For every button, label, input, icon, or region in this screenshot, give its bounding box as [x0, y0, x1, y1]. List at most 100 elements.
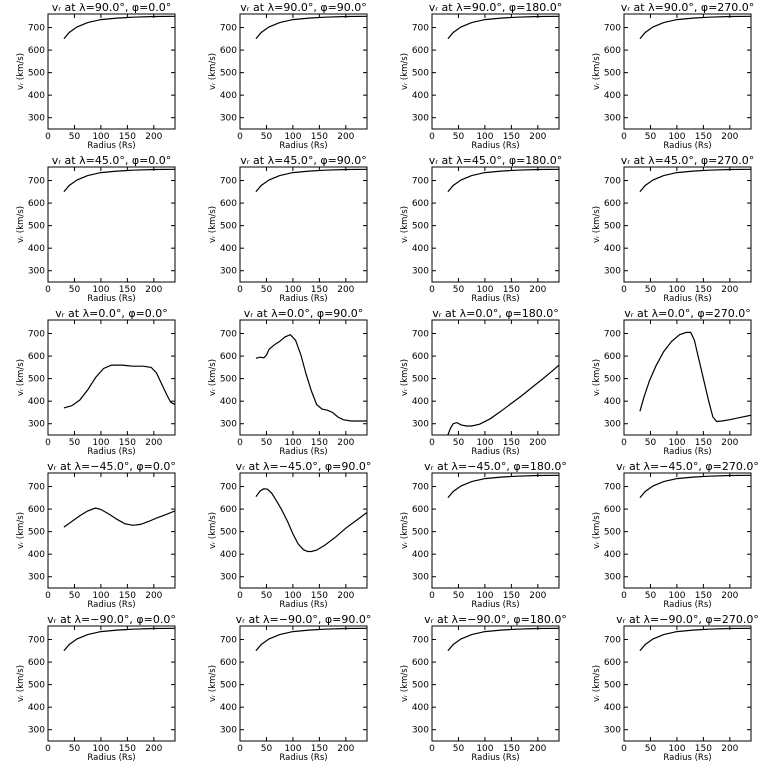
panel-7: vᵣ at λ=45.0°, φ=180.0° 0 50 100 150 200 300 40… — [400, 154, 562, 304]
y-tick-label: 700 — [412, 177, 429, 187]
y-tick-label: 400 — [412, 550, 429, 560]
y-axis-label: vᵣ (km/s) — [208, 53, 218, 90]
x-tick-label: 200 — [337, 744, 354, 754]
panel-9: vᵣ at λ=0.0°, φ=0.0° 0 50 100 150 200 300 400 50… — [16, 307, 176, 457]
y-axis-label: vᵣ (km/s) — [592, 665, 602, 702]
x-tick-label: 100 — [284, 285, 301, 295]
panel-title: vᵣ at λ=45.0°, φ=180.0° — [429, 154, 563, 167]
x-tick-label: 0 — [237, 591, 243, 601]
x-tick-label: 150 — [119, 132, 136, 142]
y-tick-label: 300 — [220, 114, 237, 124]
x-tick-label: 200 — [145, 285, 162, 295]
x-tick-label: 100 — [476, 132, 493, 142]
x-tick-label: 100 — [668, 132, 685, 142]
panel-10: vᵣ at λ=0.0°, φ=90.0° 0 50 100 150 200 300 400 5… — [208, 307, 368, 457]
x-tick-label: 150 — [503, 438, 520, 448]
x-tick-label: 200 — [337, 438, 354, 448]
panel-title: vᵣ at λ=0.0°, φ=180.0° — [432, 307, 559, 320]
y-tick-label: 600 — [604, 658, 621, 668]
plot-frame — [47, 319, 176, 436]
x-tick-label: 200 — [721, 744, 738, 754]
x-tick-label: 200 — [337, 591, 354, 601]
x-axis-label: Radius (Rs) — [471, 600, 519, 610]
y-tick-label: 300 — [412, 726, 429, 736]
x-tick-label: 50 — [261, 744, 273, 754]
y-tick-label: 500 — [412, 528, 429, 538]
x-tick-label: 100 — [284, 132, 301, 142]
y-tick-label: 400 — [604, 703, 621, 713]
panel-5: vᵣ at λ=45.0°, φ=0.0° 0 50 100 150 200 300 400 5… — [16, 154, 176, 304]
plot-frame — [431, 472, 560, 589]
x-tick-label: 0 — [429, 438, 435, 448]
y-tick-label: 400 — [220, 244, 237, 254]
x-axis-label: Radius (Rs) — [471, 141, 519, 151]
panel-title: vᵣ at λ=90.0°, φ=0.0° — [52, 1, 172, 14]
x-tick-label: 50 — [261, 591, 273, 601]
y-tick-label: 500 — [412, 222, 429, 232]
x-tick-label: 50 — [645, 438, 657, 448]
y-tick-label: 400 — [412, 397, 429, 407]
x-tick-label: 50 — [69, 132, 81, 142]
y-tick-label: 600 — [604, 352, 621, 362]
y-tick-label: 600 — [28, 199, 45, 209]
x-tick-label: 150 — [311, 744, 328, 754]
x-tick-label: 50 — [69, 591, 81, 601]
panel-15: vᵣ at λ=−45.0°, φ=180.0° 0 50 100 150 200 300 4… — [400, 460, 567, 610]
y-axis-label: vᵣ (km/s) — [16, 359, 26, 396]
panel-title: vᵣ at λ=90.0°, φ=180.0° — [429, 1, 563, 14]
x-tick-label: 100 — [92, 132, 109, 142]
x-axis-label: Radius (Rs) — [471, 753, 519, 763]
x-tick-label: 0 — [621, 132, 627, 142]
x-tick-label: 100 — [668, 744, 685, 754]
y-tick-label: 700 — [412, 24, 429, 34]
x-tick-label: 0 — [237, 744, 243, 754]
y-tick-label: 500 — [28, 222, 45, 232]
velocity-curve — [63, 507, 175, 528]
panel-title: vᵣ at λ=0.0°, φ=0.0° — [55, 307, 168, 320]
x-tick-label: 0 — [429, 744, 435, 754]
y-axis-label: vᵣ (km/s) — [592, 512, 602, 549]
panel-17: vᵣ at λ=−90.0°, φ=0.0° 0 50 100 150 200 300 400… — [16, 613, 176, 763]
y-tick-label: 600 — [412, 199, 429, 209]
panel-8: vᵣ at λ=45.0°, φ=270.0° 0 50 100 150 200 300 40… — [592, 154, 754, 304]
y-tick-label: 600 — [28, 658, 45, 668]
panel-title: vᵣ at λ=45.0°, φ=270.0° — [621, 154, 755, 167]
x-tick-label: 50 — [645, 591, 657, 601]
y-axis-label: vᵣ (km/s) — [400, 53, 410, 90]
panel-6: vᵣ at λ=45.0°, φ=90.0° 0 50 100 150 200 300 400… — [208, 154, 368, 304]
panel-4: vᵣ at λ=90.0°, φ=270.0° 0 50 100 150 200 300 40… — [592, 1, 754, 151]
y-tick-label: 400 — [220, 703, 237, 713]
y-axis-label: vᵣ (km/s) — [592, 53, 602, 90]
x-tick-label: 150 — [311, 132, 328, 142]
x-tick-label: 0 — [429, 591, 435, 601]
x-tick-label: 100 — [668, 591, 685, 601]
x-tick-label: 150 — [503, 132, 520, 142]
panel-title: vᵣ at λ=−90.0°, φ=90.0° — [236, 613, 372, 626]
plot-frame — [623, 13, 752, 130]
y-tick-label: 400 — [220, 91, 237, 101]
y-tick-label: 700 — [28, 177, 45, 187]
velocity-curve — [447, 474, 559, 499]
velocity-curve — [255, 168, 367, 193]
y-tick-label: 500 — [28, 528, 45, 538]
y-tick-label: 400 — [28, 550, 45, 560]
plot-frame — [47, 13, 176, 130]
x-tick-label: 150 — [119, 591, 136, 601]
y-tick-label: 500 — [412, 681, 429, 691]
panel-title: vᵣ at λ=−90.0°, φ=0.0° — [47, 613, 176, 626]
y-tick-label: 500 — [28, 375, 45, 385]
x-tick-label: 100 — [92, 591, 109, 601]
y-tick-label: 400 — [412, 703, 429, 713]
x-tick-label: 0 — [621, 438, 627, 448]
panel-20: vᵣ at λ=−90.0°, φ=270.0° 0 50 100 150 200 300 4… — [592, 613, 759, 763]
x-axis-label: Radius (Rs) — [663, 447, 711, 457]
x-tick-label: 200 — [721, 285, 738, 295]
y-tick-label: 500 — [604, 375, 621, 385]
x-axis-label: Radius (Rs) — [87, 141, 135, 151]
panel-title: vᵣ at λ=−45.0°, φ=0.0° — [47, 460, 176, 473]
y-tick-label: 500 — [604, 681, 621, 691]
panel-16: vᵣ at λ=−45.0°, φ=270.0° 0 50 100 150 200 300 4… — [592, 460, 759, 610]
y-tick-label: 500 — [604, 222, 621, 232]
y-tick-label: 300 — [220, 726, 237, 736]
y-tick-label: 300 — [604, 573, 621, 583]
